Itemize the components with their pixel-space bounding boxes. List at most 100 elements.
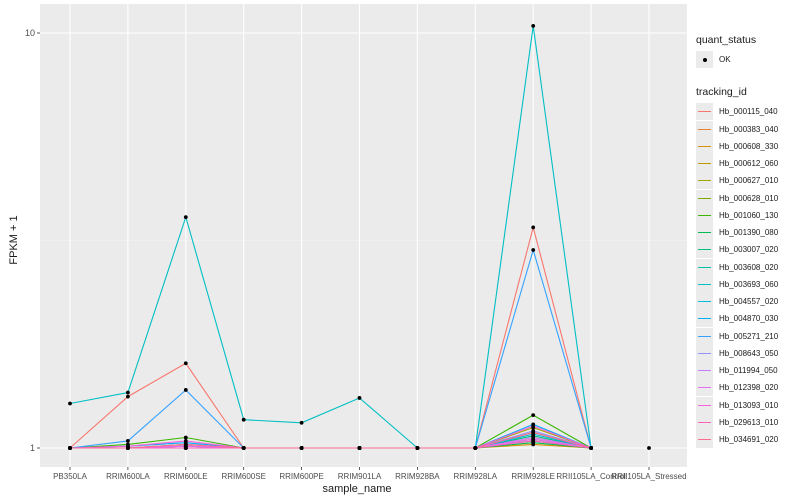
line-icon bbox=[698, 283, 711, 285]
data-points bbox=[68, 24, 651, 450]
line-icon bbox=[698, 335, 711, 337]
line-icon bbox=[698, 301, 711, 303]
data-point bbox=[241, 417, 246, 422]
line-icon bbox=[698, 318, 711, 320]
legend-color-item: Hb_004557_020 bbox=[688, 293, 798, 311]
legend-label: Hb_003693_060 bbox=[719, 279, 779, 289]
legend-label: Hb_013093_010 bbox=[719, 400, 779, 410]
line-icon bbox=[698, 439, 711, 441]
data-point bbox=[183, 446, 188, 450]
data-point bbox=[647, 446, 651, 450]
legend-label: Hb_011994_050 bbox=[719, 366, 778, 376]
line-icon bbox=[698, 163, 711, 165]
line-icon bbox=[698, 128, 711, 130]
line-icon bbox=[698, 370, 711, 372]
legend-label: Hb_000608_330 bbox=[719, 141, 779, 151]
line-icon bbox=[698, 352, 711, 354]
series-lines bbox=[69, 25, 592, 449]
grid-lines bbox=[40, 4, 687, 467]
data-point bbox=[589, 446, 593, 450]
line-icon bbox=[698, 387, 711, 389]
legend-line-key bbox=[696, 431, 713, 449]
data-point bbox=[531, 225, 536, 230]
legend-label: Hb_003608_020 bbox=[719, 262, 779, 272]
legend-line-key bbox=[696, 137, 713, 155]
legend-label: Hb_000627_010 bbox=[719, 176, 779, 186]
series-line bbox=[69, 25, 592, 449]
legend-color-item: Hb_003608_020 bbox=[688, 258, 798, 276]
y-tick-label: 10 bbox=[25, 28, 35, 38]
series-line bbox=[70, 431, 592, 449]
legend-label: Hb_003007_020 bbox=[719, 245, 779, 255]
legend-color-item: Hb_000383_040 bbox=[688, 120, 798, 138]
line-icon bbox=[698, 421, 711, 423]
legend-line-key bbox=[696, 172, 713, 190]
data-point bbox=[183, 442, 188, 447]
data-point bbox=[183, 215, 188, 220]
legend-label: Hb_034691_020 bbox=[719, 435, 779, 445]
x-axis-title: sample_name bbox=[322, 483, 391, 495]
legend-color-item: Hb_001060_130 bbox=[688, 206, 798, 224]
y-axis-title: FPKM + 1 bbox=[8, 215, 20, 264]
y-tick-label: 1 bbox=[30, 443, 35, 453]
legend-line-key bbox=[696, 120, 713, 138]
legend-label: Hb_012398_020 bbox=[719, 383, 779, 393]
x-tick-label: RRIM600SE bbox=[221, 472, 265, 481]
legend-label: Hb_008643_050 bbox=[719, 348, 779, 358]
legend-gap bbox=[688, 68, 798, 86]
legend-line-key bbox=[696, 344, 713, 362]
legend-label: Hb_001390_080 bbox=[719, 228, 779, 238]
legend-label: Hb_000383_040 bbox=[719, 124, 779, 134]
x-tick-label: RRIM600LA bbox=[106, 472, 150, 481]
line-icon bbox=[698, 404, 711, 406]
legend-line-key bbox=[696, 258, 713, 276]
legend-line-key bbox=[696, 275, 713, 293]
legend-shape-item: OK bbox=[688, 51, 798, 69]
legend-color-item: Hb_000612_060 bbox=[688, 155, 798, 173]
legend-color-item: Hb_000628_010 bbox=[688, 189, 798, 207]
legend-color-item: Hb_012398_020 bbox=[688, 379, 798, 397]
axes: 1 10 PB350LA RRIM600LA RRIM600LE RRIM600SE RRI… bbox=[25, 28, 687, 481]
legend-line-key bbox=[696, 310, 713, 328]
legend-label: OK bbox=[719, 55, 731, 65]
legend-line-key bbox=[696, 241, 713, 259]
legend-label: Hb_004870_030 bbox=[719, 314, 779, 324]
data-point bbox=[531, 424, 536, 428]
data-point bbox=[126, 446, 130, 450]
legend-color-item: Hb_003007_020 bbox=[688, 241, 798, 259]
data-point bbox=[241, 446, 246, 450]
legend-color-item: Hb_011994_050 bbox=[688, 362, 798, 380]
legend-point-key bbox=[696, 51, 713, 69]
legend-label: Hb_001060_130 bbox=[719, 210, 779, 220]
data-point bbox=[126, 390, 130, 395]
x-tick-label: RRIM600LE bbox=[164, 472, 208, 481]
line-icon bbox=[698, 111, 711, 113]
plot-panel bbox=[40, 4, 687, 467]
data-point bbox=[183, 435, 188, 440]
legend-color-item: Hb_005271_210 bbox=[688, 327, 798, 345]
legend-color-item: Hb_004870_030 bbox=[688, 310, 798, 328]
line-icon bbox=[698, 197, 711, 199]
x-tick-label: RRIM928LE bbox=[511, 472, 555, 481]
data-point bbox=[299, 446, 304, 450]
legend-line-key bbox=[696, 396, 713, 414]
x-tick-label: RRII105LA_Stressed bbox=[611, 472, 686, 481]
line-icon bbox=[698, 232, 711, 234]
data-point bbox=[531, 24, 536, 28]
data-point bbox=[531, 430, 536, 435]
legend-label: Hb_000628_010 bbox=[719, 193, 779, 203]
legend-shape-title: quant_status bbox=[696, 34, 757, 46]
data-point bbox=[473, 446, 478, 450]
data-point bbox=[183, 439, 188, 443]
x-tick-label: RRIM928LA bbox=[454, 472, 498, 481]
legend-color-item: Hb_001390_080 bbox=[688, 224, 798, 242]
data-point bbox=[357, 446, 362, 450]
x-tick-label: PB350LA bbox=[53, 472, 87, 481]
legend-color-item: Hb_013093_010 bbox=[688, 396, 798, 414]
legend-label: Hb_000115_040 bbox=[719, 107, 778, 117]
data-point bbox=[183, 388, 188, 392]
data-point bbox=[68, 446, 72, 450]
data-point bbox=[126, 394, 130, 399]
legend-label: Hb_029613_010 bbox=[719, 417, 779, 427]
